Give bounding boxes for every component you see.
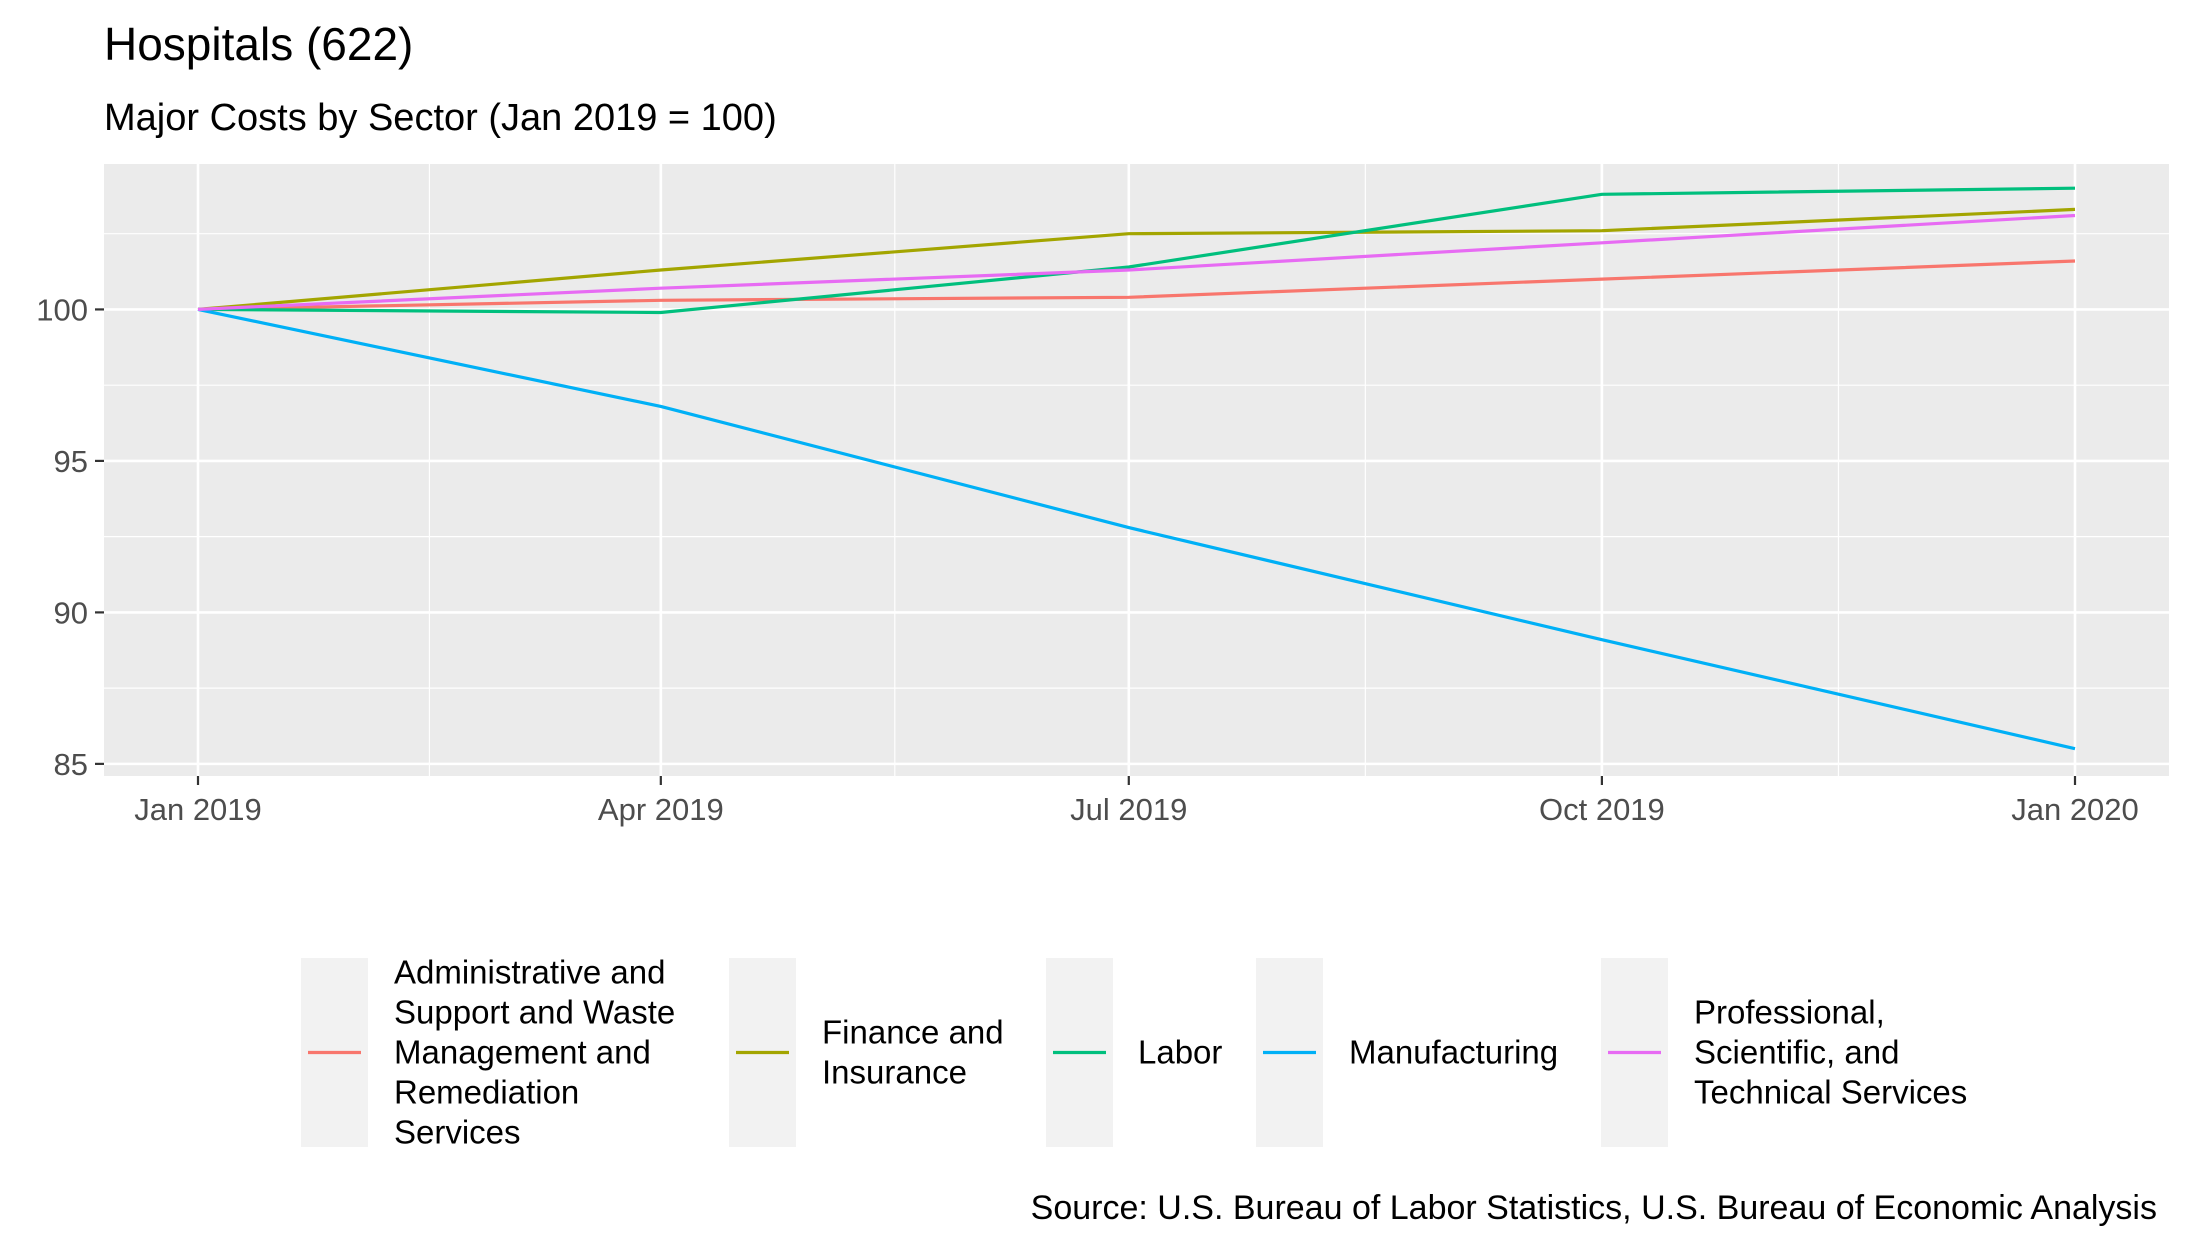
- legend-label: Insurance: [822, 1054, 967, 1091]
- plot-panel: [104, 164, 2169, 776]
- series-lines: [197, 186, 2076, 751]
- series-line-1: [197, 259, 2076, 311]
- series-line-3: [197, 186, 2076, 315]
- chart-subtitle: Major Costs by Sector (Jan 2019 = 100): [104, 97, 777, 139]
- legend-label: Technical Services: [1694, 1074, 1967, 1111]
- legend-label: Scientific, and: [1694, 1034, 1899, 1071]
- legend-label: Support and Waste: [394, 994, 675, 1031]
- x-tick-label: Jan 2019: [134, 792, 262, 827]
- x-tick-label: Oct 2019: [1539, 792, 1665, 827]
- x-axis: Jan 2019 Apr 2019 Jul 2019 Oct 2019 Jan 2020: [134, 776, 2139, 827]
- legend-label: Professional,: [1694, 994, 1885, 1031]
- series-line-4: [197, 307, 2076, 751]
- y-tick-label: 85: [54, 747, 88, 782]
- series-line-2: [197, 207, 2076, 311]
- y-tick-label: 100: [36, 292, 88, 327]
- legend-label: Finance and: [822, 1014, 1004, 1051]
- legend-label: Remediation: [394, 1074, 579, 1111]
- y-axis: 85 90 95 100: [36, 292, 104, 782]
- legend-label: Administrative and: [394, 954, 665, 991]
- legend-label: Management and: [394, 1034, 651, 1071]
- y-tick-label: 95: [54, 444, 88, 479]
- chart-title: Hospitals (622): [104, 18, 413, 70]
- chart-caption: Source: U.S. Bureau of Labor Statistics,…: [1031, 1189, 2157, 1227]
- x-tick-label: Jul 2019: [1070, 792, 1187, 827]
- legend-label: Manufacturing: [1349, 1034, 1558, 1071]
- x-tick-label: Jan 2020: [2011, 792, 2139, 827]
- legend-label: Labor: [1138, 1034, 1222, 1071]
- series-line-5: [197, 213, 2076, 311]
- grid-lines: [104, 164, 2169, 776]
- x-tick-label: Apr 2019: [598, 792, 724, 827]
- y-tick-label: 90: [54, 595, 88, 630]
- legend-label: Services: [394, 1114, 521, 1151]
